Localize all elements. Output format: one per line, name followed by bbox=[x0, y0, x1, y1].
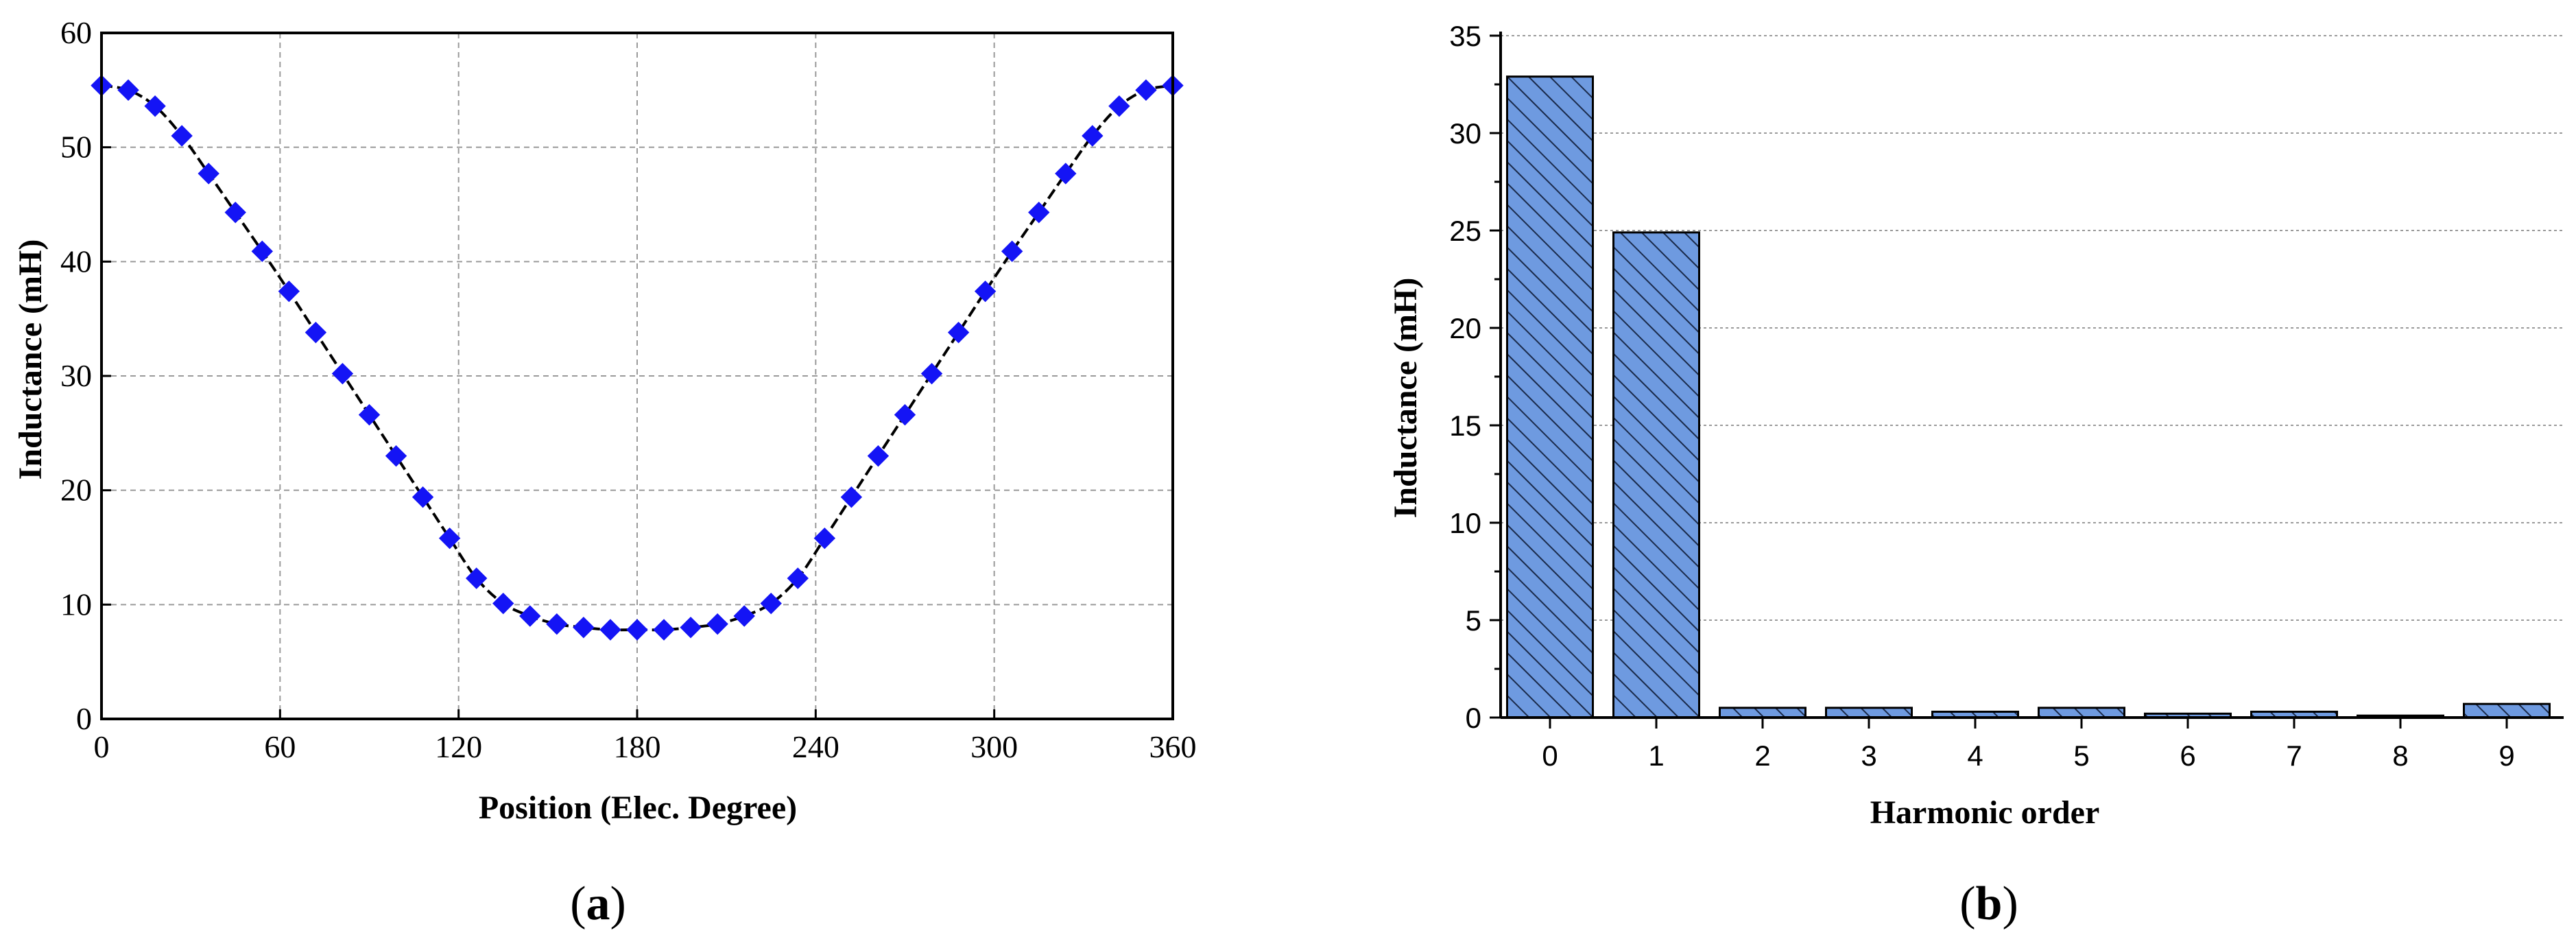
chart-a-data-point bbox=[144, 95, 166, 117]
chart-a-data-point bbox=[1082, 125, 1104, 147]
chart-a-data-point bbox=[680, 616, 702, 639]
chart-b-bar bbox=[1506, 75, 1594, 719]
chart-a-series bbox=[101, 84, 1173, 632]
chart-a-y-ticks: 0 10 20 30 40 50 60 bbox=[60, 15, 111, 736]
chart-b-x-tick-label: 9 bbox=[2499, 740, 2514, 772]
chart-a-data-point bbox=[1055, 163, 1077, 185]
chart-a-data-point bbox=[706, 613, 728, 635]
chart-a-data-point bbox=[920, 362, 943, 385]
chart-b-y-ticks: 0 5 10 15 20 25 30 35 bbox=[1449, 20, 1501, 734]
chart-a-data-point bbox=[224, 201, 246, 224]
chart-a-data-point bbox=[438, 527, 461, 549]
chart-b-x-ticks: 0 1 2 3 4 5 6 7 8 9 bbox=[1542, 718, 2515, 772]
chart-a-data-point bbox=[573, 616, 595, 639]
chart-a-data-point bbox=[171, 125, 193, 147]
chart-a-y-tick-label: 50 bbox=[60, 130, 92, 165]
chart-a-data-point bbox=[412, 486, 434, 508]
chart-a-x-tick-label: 240 bbox=[792, 729, 839, 764]
chart-a-y-tick-label: 20 bbox=[60, 473, 92, 508]
chart-a-data-point bbox=[760, 592, 782, 615]
chart-a-x-ticks: 0 60 120 180 240 300 360 bbox=[94, 709, 1197, 764]
chart-a-data-point bbox=[465, 567, 488, 589]
chart-a-data-point bbox=[358, 403, 381, 426]
chart-b-x-tick-label: 5 bbox=[2073, 740, 2089, 772]
chart-a-data-point bbox=[117, 79, 139, 102]
chart-b-y-tick-label: 30 bbox=[1449, 117, 1481, 150]
chart-b-x-tick-label: 3 bbox=[1861, 740, 1876, 772]
chart-a-data-point bbox=[894, 403, 916, 426]
chart-a-data-point bbox=[733, 605, 755, 627]
chart-b-y-tick-label: 20 bbox=[1449, 312, 1481, 344]
chart-b-x-axis-label: Harmonic order bbox=[1870, 794, 2100, 831]
chart-a-data-point bbox=[1135, 79, 1157, 102]
chart-b-bars bbox=[1506, 75, 2551, 719]
chart-b-bar bbox=[1825, 707, 1913, 719]
chart-a-x-tick-label: 120 bbox=[435, 729, 482, 764]
chart-a-series-line bbox=[101, 84, 1173, 632]
chart-b-bar bbox=[2038, 707, 2125, 719]
chart-a-plot-frame bbox=[100, 32, 1174, 720]
chart-a-data-point bbox=[251, 240, 274, 263]
chart-a-data-point bbox=[278, 280, 300, 303]
chart-a-markers bbox=[91, 74, 1184, 641]
chart-a-data-point bbox=[813, 527, 836, 549]
chart-a-data-point bbox=[1108, 95, 1130, 117]
chart-b-y-tick-label: 5 bbox=[1466, 604, 1481, 637]
chart-a-data-point bbox=[653, 619, 675, 641]
chart-a-y-axis-label: Inductance (mH) bbox=[12, 239, 49, 480]
chart-a-line-plot: 0 60 120 180 240 300 360 0 10 20 30 40 50 60 Positio… bbox=[12, 15, 1197, 930]
chart-a-grid bbox=[102, 33, 1173, 719]
chart-a-data-point bbox=[492, 592, 514, 615]
panel-label-a: (a) bbox=[570, 877, 626, 930]
chart-a-data-point bbox=[519, 605, 541, 627]
chart-a-y-tick-label: 30 bbox=[60, 358, 92, 393]
chart-b-x-tick-label: 7 bbox=[2286, 740, 2302, 772]
chart-b-bar bbox=[1719, 707, 1806, 719]
chart-a-data-point bbox=[599, 619, 621, 641]
chart-a-x-axis-label: Position (Elec. Degree) bbox=[479, 790, 797, 826]
chart-a-y-tick-label: 60 bbox=[60, 15, 92, 50]
chart-a-x-tick-label: 360 bbox=[1149, 729, 1197, 764]
chart-b-x-tick-label: 1 bbox=[1648, 740, 1664, 772]
chart-b-y-tick-label: 25 bbox=[1449, 215, 1481, 247]
chart-a-data-point bbox=[787, 567, 809, 589]
chart-b-y-tick-label: 35 bbox=[1449, 20, 1481, 52]
chart-b-bar-chart: 0 1 2 3 4 5 6 7 8 9 0 5 10 15 20 25 30 35 Harmonic order… bbox=[1387, 20, 2564, 930]
chart-b-axes bbox=[1499, 32, 2564, 719]
chart-a-x-tick-label: 180 bbox=[614, 729, 661, 764]
chart-a-data-point bbox=[385, 445, 407, 467]
chart-b-x-tick-label: 8 bbox=[2392, 740, 2408, 772]
chart-b-y-tick-label: 10 bbox=[1449, 507, 1481, 539]
chart-a-data-point bbox=[198, 163, 219, 185]
chart-a-data-point bbox=[546, 613, 568, 635]
chart-a-data-point bbox=[840, 486, 863, 508]
chart-b-y-axis-label: Inductance (mH) bbox=[1387, 278, 1424, 519]
chart-b-x-tick-label: 2 bbox=[1754, 740, 1770, 772]
chart-a-data-point bbox=[1028, 201, 1050, 224]
chart-a-x-tick-label: 300 bbox=[970, 729, 1018, 764]
chart-a-y-tick-label: 0 bbox=[76, 701, 92, 736]
chart-b-x-tick-label: 0 bbox=[1542, 740, 1558, 772]
chart-a-data-point bbox=[626, 619, 648, 641]
chart-b-bar bbox=[1612, 231, 1700, 719]
panel-label-b: (b) bbox=[1959, 877, 2018, 930]
chart-a-data-point bbox=[974, 280, 997, 303]
chart-a-data-point bbox=[305, 321, 327, 344]
chart-b-x-tick-label: 6 bbox=[2180, 740, 2195, 772]
chart-a-y-tick-label: 40 bbox=[60, 244, 92, 279]
chart-b-y-tick-label: 0 bbox=[1466, 702, 1481, 734]
chart-a-y-tick-label: 10 bbox=[60, 587, 92, 622]
chart-a-data-point bbox=[947, 321, 970, 344]
chart-a-data-point bbox=[331, 362, 354, 385]
chart-b-bar bbox=[2463, 702, 2551, 719]
chart-a-data-point bbox=[867, 445, 890, 467]
chart-a-data-point bbox=[1001, 240, 1023, 263]
chart-a-x-tick-label: 0 bbox=[94, 729, 110, 764]
chart-b-x-tick-label: 4 bbox=[1967, 740, 1983, 772]
chart-a-x-tick-label: 60 bbox=[264, 729, 296, 764]
chart-b-y-tick-label: 15 bbox=[1449, 410, 1481, 442]
